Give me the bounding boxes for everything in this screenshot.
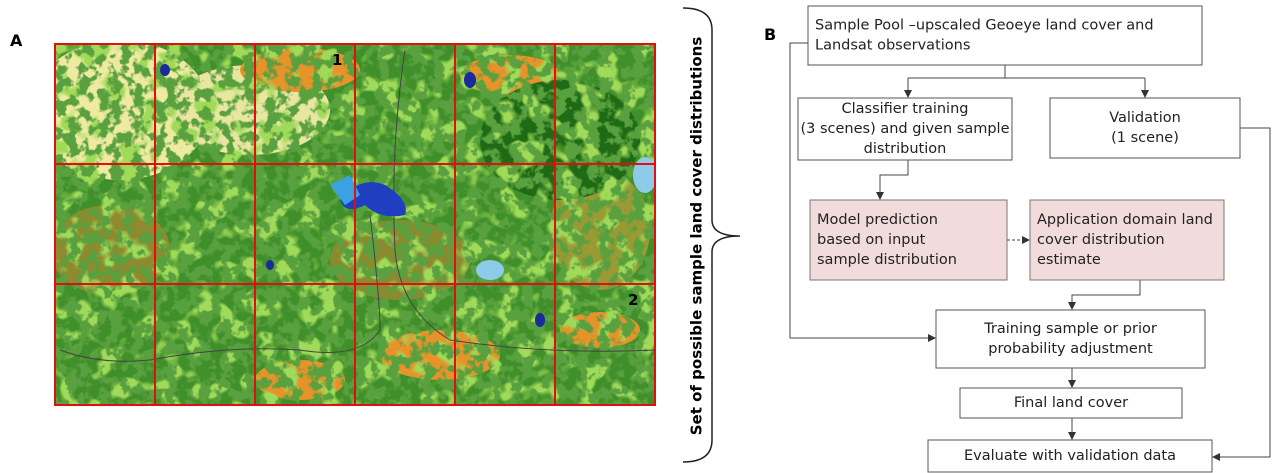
node-box [1050,98,1240,158]
node-text: Final land cover [1014,395,1128,411]
node-text: Application domain land [1037,212,1213,228]
panel-label: A [10,31,23,50]
grid-label: 2 [628,291,638,309]
flow-node: Sample Pool –upscaled Geoeye land cover … [808,6,1202,65]
node-box [936,310,1205,368]
node-text: cover distribution [1037,232,1165,248]
node-text: Evaluate with validation data [964,448,1176,464]
node-text: Training sample or prior [983,321,1157,337]
brace-label: Set of possible sample land cover distri… [688,37,706,436]
flow-node: Training sample or prior probability adju… [936,310,1205,368]
flow-node: Evaluate with validation data [928,440,1212,472]
figure: A 1 2 Set of possible sample l [0,0,1284,473]
node-text: (3 scenes) and given sample [800,121,1009,137]
flow-node: Classifier training (3 scenes) and given … [798,98,1012,160]
node-text: estimate [1037,252,1101,268]
node-box [808,6,1202,65]
panel-label: B [764,25,776,44]
node-text: Landsat observations [815,38,970,54]
flow-node: Final land cover [960,388,1182,418]
node-text: based on input [817,232,926,248]
grid-label: 1 [332,51,342,69]
node-text: Validation [1109,110,1181,126]
nodes: Sample Pool –upscaled Geoeye land cover … [798,6,1240,472]
node-text: probability adjustment [988,341,1153,357]
node-text: Sample Pool –upscaled Geoeye land cover … [815,18,1154,34]
land-cover-map [30,40,657,405]
flow-node: Validation (1 scene) [1050,98,1240,158]
node-text: sample distribution [817,252,957,268]
node-text: distribution [864,141,947,157]
flow-node: Model prediction based on input sample dis… [810,200,1007,280]
node-text: Model prediction [817,212,938,228]
flow-node: Application domain land cover distributio… [1030,200,1224,280]
node-text: Classifier training [842,101,969,117]
node-text: (1 scene) [1111,130,1179,146]
